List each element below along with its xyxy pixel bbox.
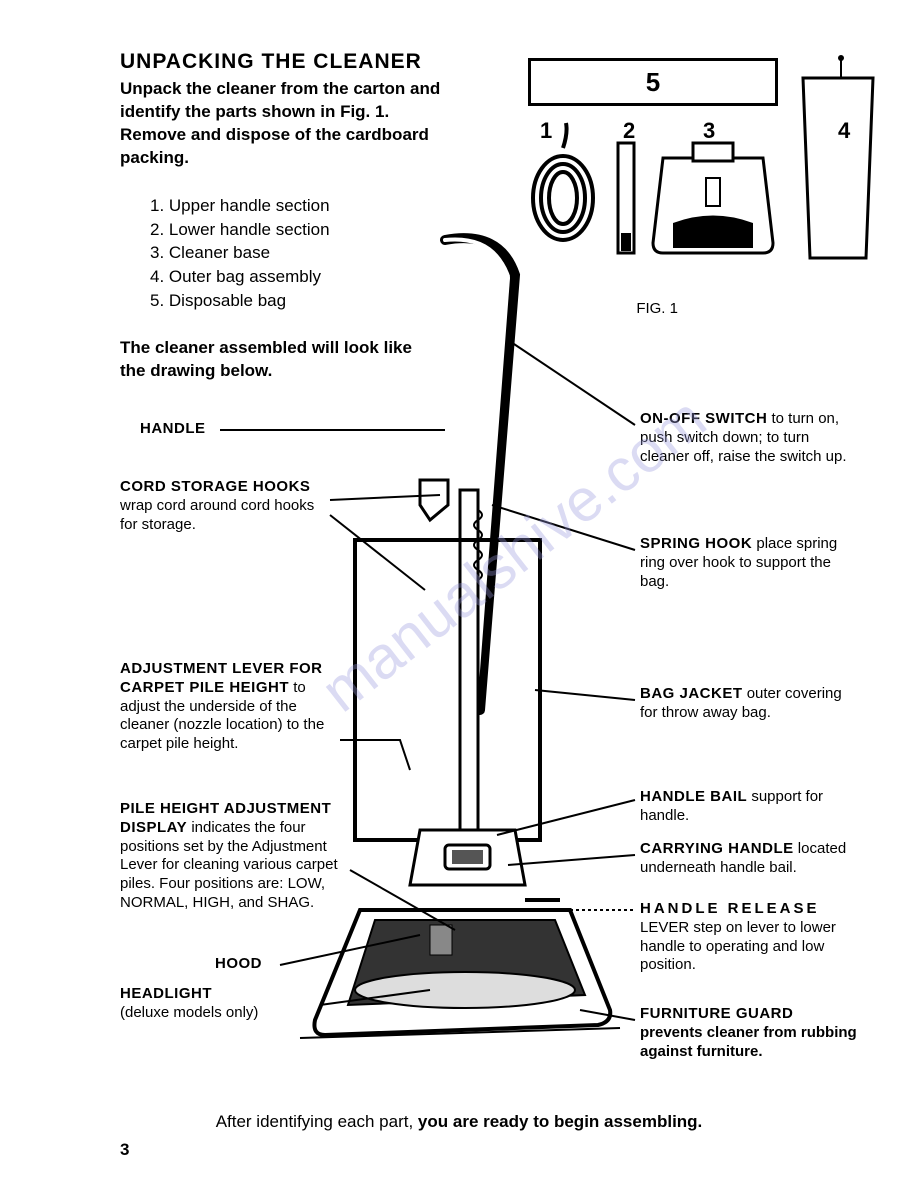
callout-spring-title: SPRING HOOK	[640, 535, 752, 552]
callout-release-title: HANDLE RELEASE	[640, 900, 820, 917]
callout-release: HANDLE RELEASE LEVER step on lever to lo…	[640, 900, 860, 975]
callout-spring: SPRING HOOK place spring ring over hook …	[640, 535, 840, 591]
callout-cord-hooks: CORD STORAGE HOOKS wrap cord around cord…	[120, 478, 330, 534]
callout-hood: HOOD	[215, 955, 262, 974]
callout-cord-hooks-body: wrap cord around cord hooks for storage.	[120, 497, 314, 533]
page-number: 3	[120, 1140, 129, 1160]
callout-guard-body: prevents cleaner from rubbing against fu…	[640, 1024, 857, 1060]
callout-handle-bail-title: HANDLE BAIL	[640, 788, 747, 805]
callout-handle-title: HANDLE	[140, 420, 206, 437]
fig1-num-3: 3	[703, 118, 715, 144]
callout-adj-lever: ADJUSTMENT LEVER FOR CARPET PILE HEIGHT …	[120, 660, 340, 754]
callout-carrying: CARRYING HANDLE located underneath handl…	[640, 840, 860, 878]
callout-headlight: HEADLIGHT (deluxe models only)	[120, 985, 310, 1023]
fig1-num-4: 4	[838, 118, 850, 144]
callout-bag-jacket-title: BAG JACKET	[640, 685, 743, 702]
callout-pile-display: PILE HEIGHT ADJUSTMENT DISPLAY indicates…	[120, 800, 350, 913]
manual-page: UNPACKING THE CLEANER Unpack the cleaner…	[0, 0, 918, 1188]
callout-headlight-title: HEADLIGHT	[120, 985, 212, 1002]
callout-carrying-title: CARRYING HANDLE	[640, 840, 794, 857]
fig1-num-2: 2	[623, 118, 635, 144]
callout-hood-title: HOOD	[215, 955, 262, 972]
callout-guard-title: FURNITURE GUARD	[640, 1005, 793, 1022]
vacuum-diagram	[300, 230, 620, 1050]
callout-handle-bail: HANDLE BAIL support for handle.	[640, 788, 840, 826]
fig1-part-5: 5	[528, 58, 778, 106]
callout-cord-hooks-title: CORD STORAGE HOOKS	[120, 478, 310, 495]
footer-prefix: After identifying each part,	[216, 1112, 418, 1131]
fig1-num-1: 1	[540, 118, 552, 144]
callout-release-body: LEVER step on lever to lower handle to o…	[640, 919, 836, 974]
callout-headlight-body: (deluxe models only)	[120, 1004, 258, 1021]
footer-bold: you are ready to begin assembling.	[418, 1112, 702, 1131]
callout-onoff-title: ON-OFF SWITCH	[640, 410, 767, 427]
figure-1-label: FIG. 1	[636, 300, 678, 317]
footer-line: After identifying each part, you are rea…	[0, 1112, 918, 1132]
callout-handle: HANDLE	[140, 420, 206, 439]
callout-bag-jacket: BAG JACKET outer covering for throw away…	[640, 685, 850, 723]
callout-onoff: ON-OFF SWITCH to turn on, push switch do…	[640, 410, 850, 466]
callout-guard: FURNITURE GUARD prevents cleaner from ru…	[640, 1005, 860, 1061]
intro-text: Unpack the cleaner from the carton and i…	[120, 78, 460, 170]
